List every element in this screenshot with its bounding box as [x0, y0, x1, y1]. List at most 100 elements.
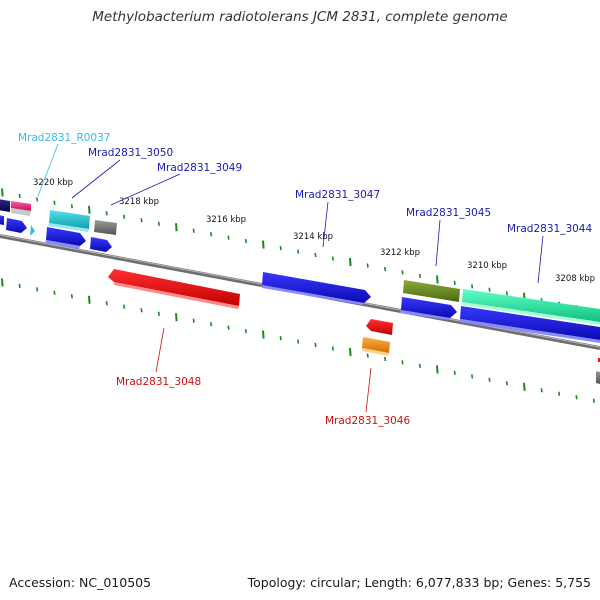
minor-tick [70, 204, 73, 209]
minor-tick [471, 284, 474, 289]
gene-feature-blue[interactable] [400, 297, 457, 320]
minor-tick [244, 238, 247, 244]
minor-tick [210, 322, 213, 327]
kbp-label: 3210 kbp [467, 261, 507, 271]
minor-tick [314, 252, 317, 258]
gene-feature-blue[interactable] [90, 237, 112, 252]
gene-feature-olive[interactable] [403, 280, 460, 302]
minor-tick [244, 328, 247, 334]
minor-tick [70, 294, 73, 299]
minor-tick [366, 263, 369, 268]
kbp-label: 3214 kbp [293, 232, 333, 242]
minor-tick [558, 391, 561, 396]
minor-tick [227, 235, 230, 240]
gene-feature-red[interactable] [108, 269, 240, 309]
leader-line [155, 327, 165, 373]
minor-tick [140, 218, 143, 223]
gene-feature-blue[interactable] [6, 218, 27, 233]
minor-tick [401, 360, 404, 365]
minor-tick [192, 318, 195, 323]
gene-label-3046[interactable]: Mrad2831_3046 [325, 415, 410, 427]
inner-tick-track [1, 278, 595, 403]
minor-tick [297, 339, 300, 344]
minor-tick [157, 221, 160, 226]
gene-feature-red[interactable] [366, 319, 393, 335]
minor-tick [331, 256, 334, 261]
minor-tick [366, 353, 369, 358]
minor-tick [123, 214, 126, 219]
outer-tick-track [1, 188, 595, 313]
gene-feature-mint[interactable] [461, 289, 600, 325]
gene-feature-cyan[interactable] [48, 210, 90, 232]
minor-tick [488, 287, 491, 292]
gene-feature-navy[interactable] [0, 199, 10, 212]
minor-tick [471, 374, 474, 379]
gene-feature-grey[interactable] [94, 220, 117, 235]
minor-tick [279, 335, 282, 341]
leader-line [71, 159, 121, 199]
gene-feature-orange[interactable] [362, 337, 390, 356]
kbp-label: 3216 kbp [206, 215, 246, 225]
gene-label-r0037[interactable]: Mrad2831_R0037 [18, 132, 110, 144]
major-tick [175, 313, 178, 322]
minor-tick [210, 232, 213, 237]
accession-label: Accession: NC_010505 [9, 575, 152, 590]
leader-line [537, 235, 544, 284]
minor-tick [36, 287, 39, 292]
major-tick [523, 382, 526, 391]
minor-tick [505, 291, 508, 296]
minor-tick [418, 273, 421, 279]
major-tick [436, 365, 439, 374]
minor-tick [384, 356, 387, 362]
minor-tick [297, 249, 300, 254]
gene-label-3050[interactable]: Mrad2831_3050 [88, 147, 173, 159]
major-tick [349, 347, 352, 357]
map-title: Methylobacterium radiotolerans JCM 2831,… [92, 9, 508, 25]
leader-line [322, 201, 329, 248]
kbp-label: 3218 kbp [119, 197, 159, 207]
minor-tick [157, 311, 160, 316]
leader-line [110, 173, 181, 206]
leader-line [365, 367, 372, 413]
major-tick [262, 330, 265, 339]
minor-tick [227, 325, 230, 330]
gene-feature-blue[interactable] [459, 306, 600, 343]
gene-label-3047[interactable]: Mrad2831_3047 [295, 189, 380, 201]
gene-feature-blue[interactable] [45, 227, 86, 249]
minor-tick [192, 228, 195, 233]
leader-line [435, 219, 441, 267]
major-tick [175, 223, 178, 232]
kbp-label: 3212 kbp [380, 248, 420, 258]
minor-tick [53, 290, 56, 295]
gene-feature-blue[interactable] [262, 272, 371, 305]
topology-label: Topology: circular; Length: 6,077,833 bp… [247, 575, 591, 590]
minor-tick [453, 280, 456, 286]
gene-feature-blue[interactable] [0, 215, 4, 225]
gene-label-3049[interactable]: Mrad2831_3049 [157, 162, 242, 174]
minor-tick [401, 270, 404, 275]
minor-tick [540, 388, 543, 393]
major-tick [1, 278, 4, 287]
gene-label-3045[interactable]: Mrad2831_3045 [406, 207, 491, 219]
kbp-label: 3208 kbp [555, 274, 595, 284]
gene-label-3044[interactable]: Mrad2831_3044 [507, 223, 592, 235]
major-tick [88, 205, 91, 214]
minor-tick [384, 266, 387, 272]
minor-tick [105, 301, 108, 306]
gene-feature-cyan[interactable] [30, 225, 35, 236]
minor-tick [123, 304, 126, 309]
minor-tick [592, 398, 595, 403]
minor-tick [105, 211, 108, 216]
minor-tick [575, 395, 578, 400]
minor-tick [505, 381, 508, 386]
major-tick [262, 240, 265, 249]
minor-tick [18, 193, 21, 199]
minor-tick [488, 377, 491, 382]
minor-tick [418, 363, 421, 369]
kbp-label: 3220 kbp [33, 178, 73, 188]
minor-tick [140, 308, 143, 313]
gene-feature-grey[interactable] [596, 371, 600, 384]
gene-label-3048[interactable]: Mrad2831_3048 [116, 376, 201, 388]
gene-feature-pink[interactable] [11, 201, 31, 216]
